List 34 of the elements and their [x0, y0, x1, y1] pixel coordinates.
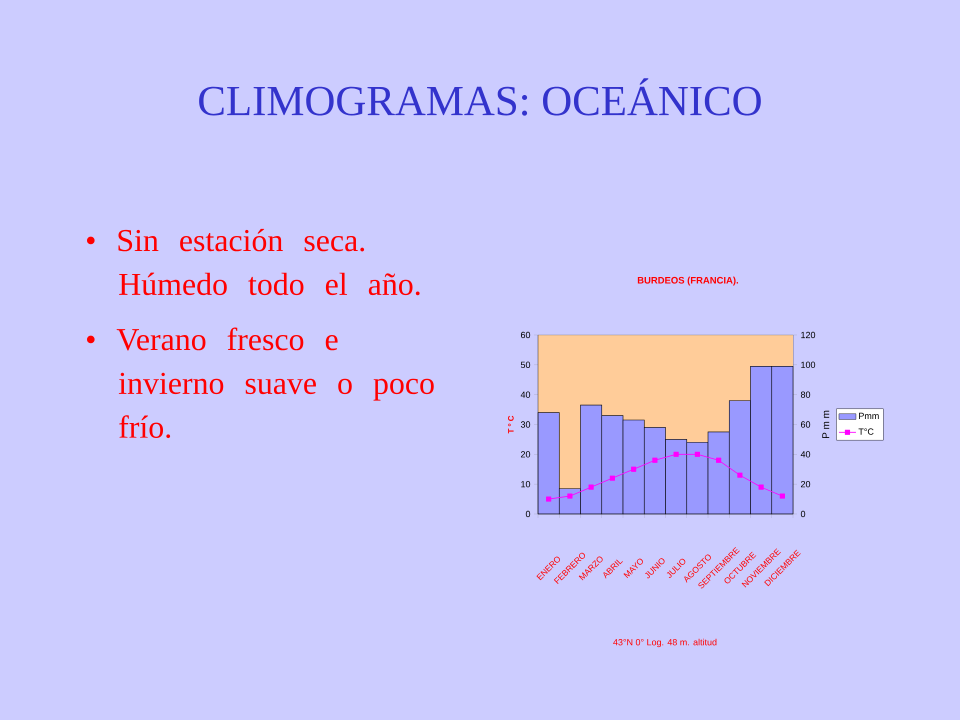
y2-tick-label: 120: [801, 332, 816, 338]
point: [737, 472, 742, 478]
point: [694, 452, 700, 457]
y-tick-label: 20: [520, 451, 530, 458]
point: [780, 493, 785, 499]
y-tick-label: 60: [520, 332, 530, 338]
point: [674, 452, 679, 457]
y-tick-label: 10: [521, 480, 530, 488]
point: [546, 496, 552, 502]
point: [588, 484, 594, 490]
point: [610, 476, 615, 481]
y2-tick-label: 100: [801, 362, 816, 368]
y-tick-label: 30: [520, 421, 530, 428]
chart-subtitle: BURDEOS (FRANCIA).: [638, 276, 738, 286]
legend-label: T°C: [858, 428, 874, 435]
point: [758, 484, 764, 490]
y2-tick-label: 40: [800, 451, 810, 458]
y2-tick-label: 80: [800, 391, 810, 398]
y2-axis-title: P m m: [822, 410, 830, 438]
legend-label: Pmm: [859, 412, 879, 419]
text: 43°N 0° Log. 48 m. altitud: [613, 638, 716, 648]
y-tick-label: 40: [520, 391, 530, 398]
chart-title: CLIMOGRAMAS: OCEÁNICO: [199, 78, 761, 116]
point: [652, 458, 658, 463]
y-tick-label: 50: [520, 362, 530, 368]
y2-tick-label: 20: [800, 480, 810, 488]
y2-tick-label: 0: [800, 510, 806, 518]
text: • Sin estación seca. Húmedo todo el año.: [87, 228, 420, 296]
point: [716, 458, 722, 463]
point: [631, 466, 636, 472]
y-tick-label: 0: [526, 510, 530, 518]
text: • Verano fresco e invierno suave o poco frío.: [87, 328, 434, 438]
y2-tick-label: 60: [800, 421, 810, 428]
point: [567, 493, 572, 499]
